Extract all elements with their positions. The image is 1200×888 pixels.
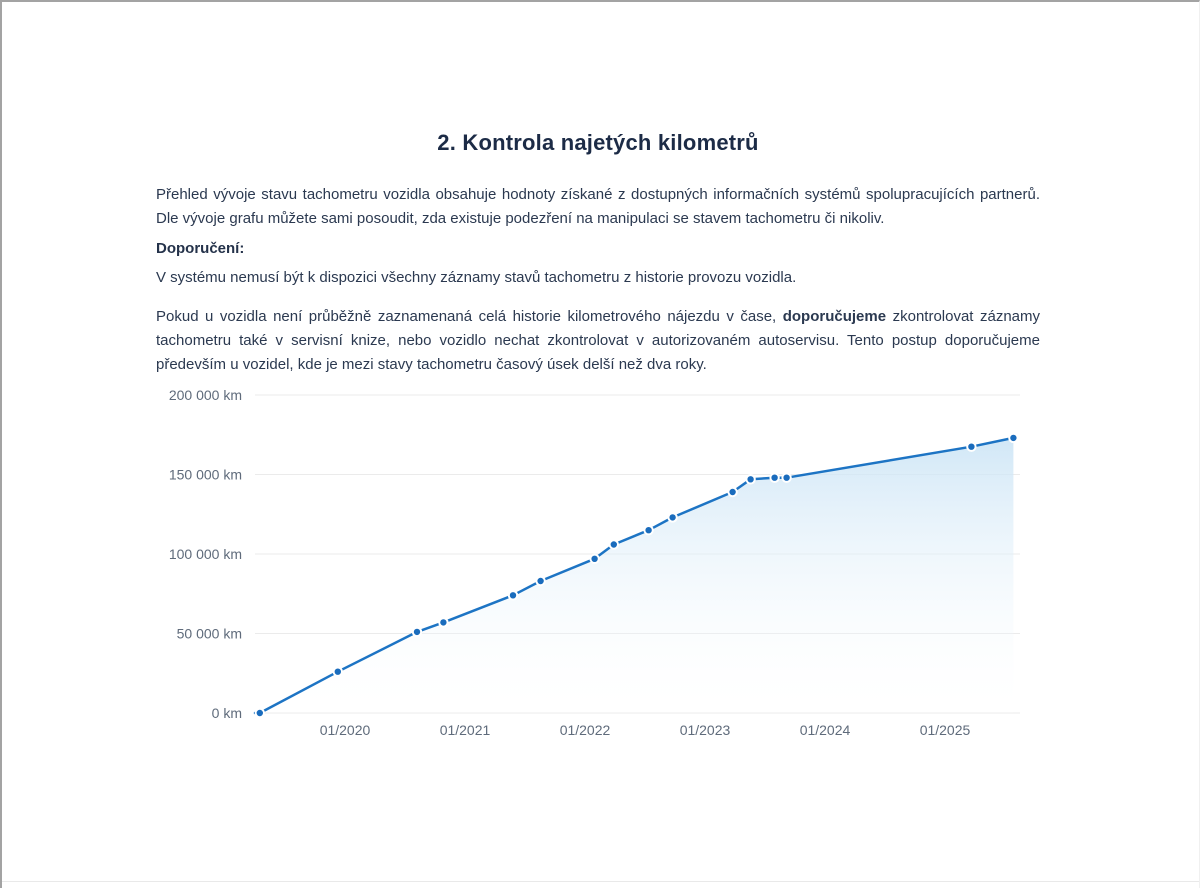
data-point-marker [769,472,780,483]
data-point-marker [589,553,600,565]
data-point-marker [1008,432,1019,444]
x-axis-label: 01/2020 [320,722,371,738]
advice-bold-text: doporučujeme [782,308,887,325]
data-point-marker [535,575,546,587]
y-axis-label: 200 000 km [169,387,242,403]
x-axis-label: 01/2024 [800,722,851,738]
y-axis-label: 50 000 km [177,626,242,642]
mileage-chart: 0 km 50 000 km 100 000 km 150 000 km 200 000… [156,385,1040,750]
intro-paragraph: Přehled vývoje stavu tachometru vozidla … [156,186,1040,227]
advice-text-before: Pokud u vozidla není průběžně zaznamenan… [156,308,783,325]
data-point-marker [254,707,266,719]
data-point-marker [507,590,519,601]
recommendation-heading: Doporučení: [156,240,245,257]
data-point-marker [667,512,678,523]
data-point-marker [745,474,756,485]
data-point-marker [438,617,449,628]
data-point-marker [332,666,344,677]
data-point-marker [643,525,654,536]
x-axis-label: 01/2025 [920,722,971,738]
y-axis-label: 100 000 km [169,546,242,562]
data-point-marker [781,472,792,483]
section-title: 2. Kontrola najetých kilometrů [437,130,759,155]
x-axis-label: 01/2023 [680,722,731,738]
area-fill [255,437,1014,713]
advice-text-after: zkontrolovat záznamy tachometru také v s… [156,308,1040,373]
advice-paragraph: Pokud u vozidla není průběžně zaznamenan… [156,305,1040,377]
data-point-marker [608,539,619,550]
data-point-marker [411,626,423,638]
data-point-marker [727,486,738,498]
page-bottom-divider [2,881,1199,882]
x-axis-label: 01/2022 [560,722,611,738]
mileage-chart-svg: 0 km 50 000 km 100 000 km 150 000 km 200 000… [169,387,1020,738]
y-axis-label: 0 km [212,705,242,721]
data-point-marker [966,441,977,452]
note-paragraph: V systému nemusí být k dispozici všechny… [156,269,797,286]
x-axis-label: 01/2021 [440,722,491,738]
y-axis-label: 150 000 km [169,467,242,483]
